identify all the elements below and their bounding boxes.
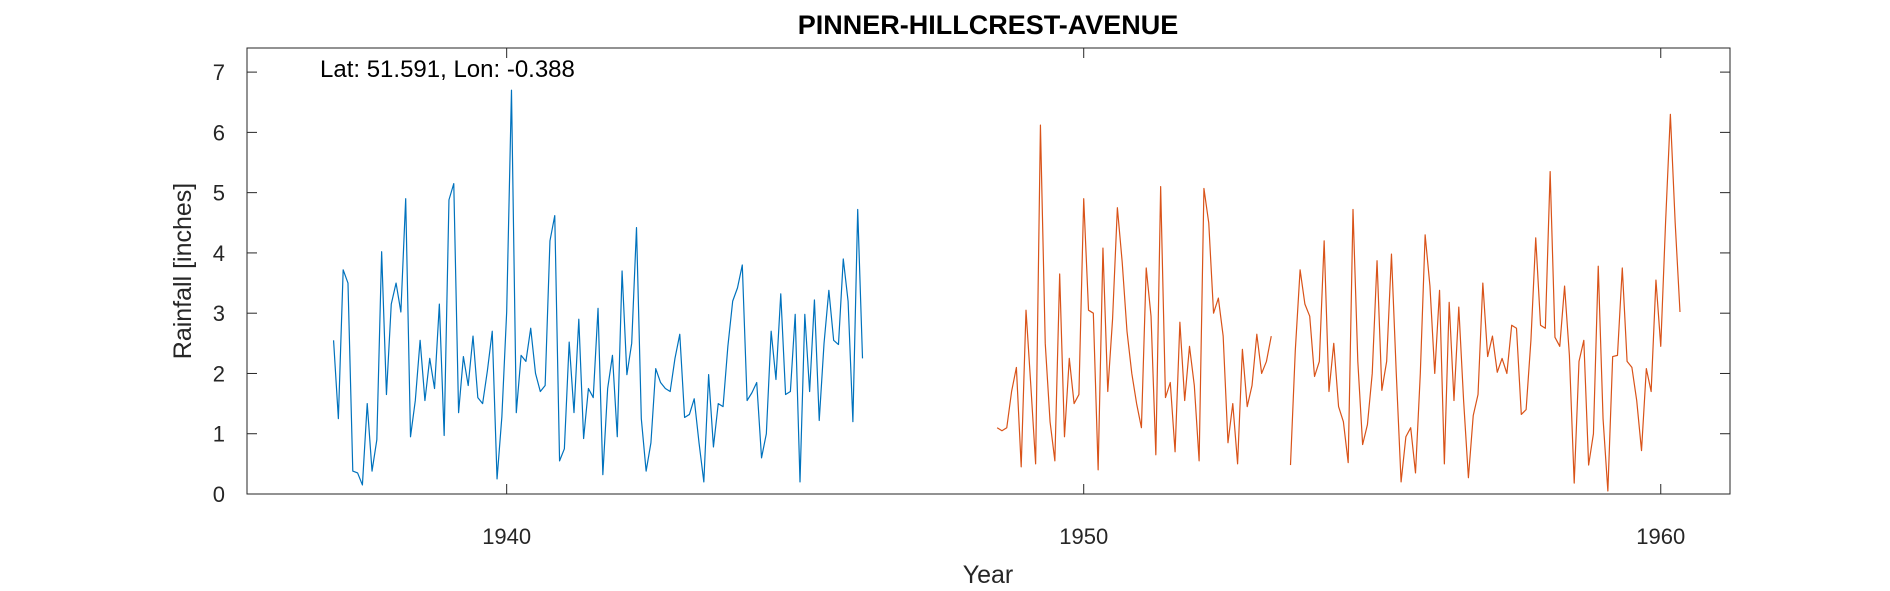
plot-box bbox=[246, 47, 1731, 495]
plot-area bbox=[247, 48, 1730, 494]
x-tick-label: 1950 bbox=[1059, 524, 1108, 549]
y-tick-label: 0 bbox=[213, 482, 225, 507]
x-tick-label: 1940 bbox=[482, 524, 531, 549]
series-layer bbox=[332, 89, 1681, 492]
y-tick-label: 2 bbox=[213, 361, 225, 386]
y-tick-label: 4 bbox=[213, 241, 225, 266]
y-tick-label: 3 bbox=[213, 301, 225, 326]
tick-layer: 1940 1950 1960 0 1 2 3 4 5 6 7 bbox=[213, 48, 1730, 549]
y-axis-title: Rainfall [inches] bbox=[169, 183, 197, 359]
y-tick-label: 7 bbox=[213, 60, 225, 85]
x-axis-title: Year bbox=[963, 561, 1014, 589]
series-line-1 bbox=[332, 89, 864, 486]
x-tick-label: 1960 bbox=[1636, 524, 1685, 549]
series-line-2 bbox=[996, 113, 1681, 492]
chart-annotation: Lat: 51.591, Lon: -0.388 bbox=[320, 56, 575, 83]
y-tick-label: 6 bbox=[213, 120, 225, 145]
chart-title: PINNER-HILLCREST-AVENUE bbox=[798, 10, 1179, 40]
y-tick-label: 5 bbox=[213, 181, 225, 206]
y-tick-label: 1 bbox=[213, 422, 225, 447]
